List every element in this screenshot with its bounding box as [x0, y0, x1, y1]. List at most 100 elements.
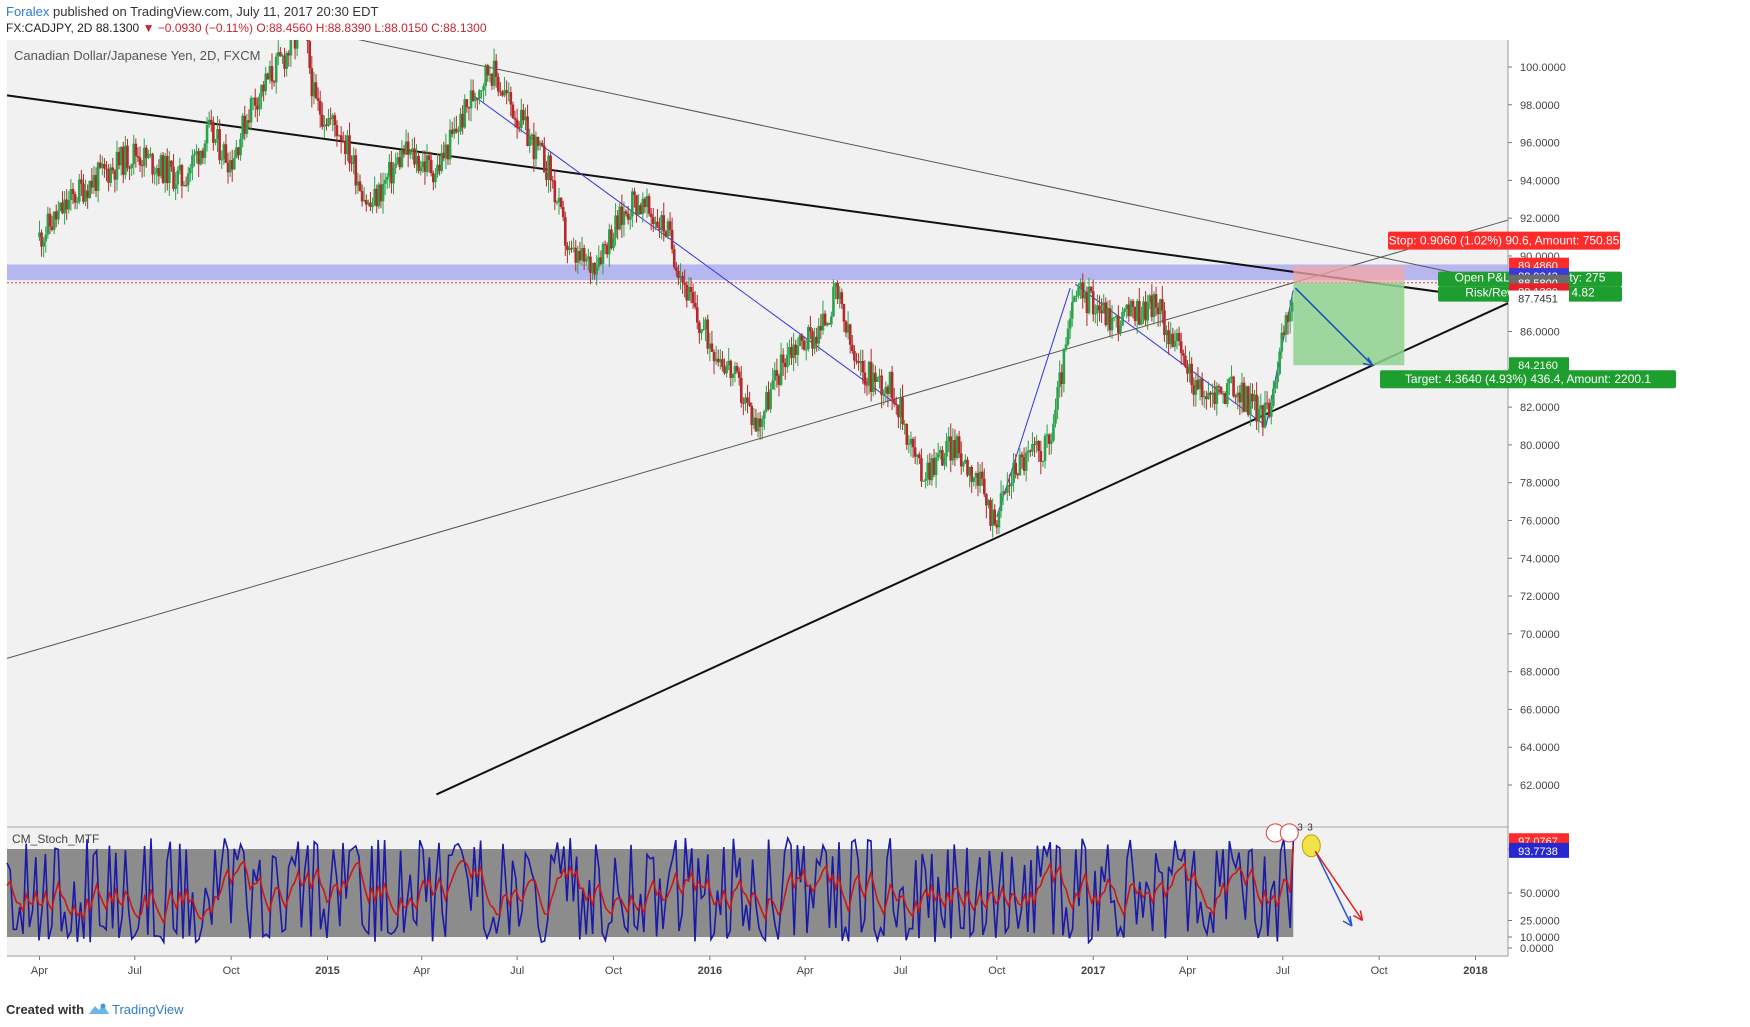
candle-body	[861, 361, 865, 373]
candle-body	[1175, 333, 1179, 341]
candle-body	[867, 361, 871, 386]
candle-body	[871, 372, 875, 392]
candle-body	[574, 247, 578, 263]
x-tick-label: Jul	[510, 965, 524, 977]
candle-body	[750, 405, 754, 426]
candle-body	[1200, 378, 1204, 398]
candle-body	[543, 145, 546, 173]
candle-body	[136, 155, 140, 158]
y-tick-label: 96.0000	[1520, 138, 1560, 150]
candle-body	[1255, 394, 1258, 422]
candle-body	[985, 494, 988, 506]
candle-body	[1261, 405, 1265, 428]
candle-body	[128, 167, 131, 169]
candle-body	[1209, 392, 1212, 395]
candle-body	[360, 190, 364, 202]
publish-info: published on TradingView.com, July 11, 2…	[52, 4, 379, 19]
candle-body	[84, 190, 87, 202]
candle-body	[308, 41, 312, 69]
y-tick-label: 74.0000	[1520, 553, 1560, 565]
candle-body	[844, 321, 848, 333]
candle-body	[786, 354, 789, 368]
candle-body	[218, 129, 221, 161]
candle-body	[894, 403, 898, 405]
x-tick-label: Apr	[31, 965, 48, 977]
candle-body	[147, 154, 150, 159]
candle-body	[1041, 460, 1045, 462]
candle-body	[1079, 282, 1082, 288]
candle-body	[354, 155, 358, 186]
candle-body	[126, 145, 129, 168]
candle-body	[670, 229, 674, 250]
candle-body	[599, 257, 603, 265]
y-tick-label: 94.0000	[1520, 175, 1560, 187]
candle-body	[788, 347, 791, 355]
candle-body	[189, 167, 192, 174]
candle-body	[853, 350, 856, 361]
candle-body	[1230, 376, 1233, 379]
candle-body	[651, 217, 655, 224]
candle-body	[668, 221, 672, 230]
candle-body	[1096, 305, 1099, 314]
candle-body	[1249, 393, 1252, 415]
candle-body	[675, 267, 678, 271]
candle-body	[742, 402, 745, 404]
candle-body	[1006, 485, 1009, 493]
candle-body	[685, 284, 689, 301]
stoch-arrow-blue-head	[1342, 915, 1353, 927]
candle-body	[92, 174, 96, 188]
candle-body	[840, 292, 844, 304]
candle-body	[993, 509, 997, 525]
candle-body	[396, 157, 399, 164]
candle-body	[260, 84, 263, 97]
candle-body	[1192, 385, 1196, 395]
author-link[interactable]: Foralex	[6, 4, 50, 19]
candle-body	[614, 215, 617, 238]
candle-body	[777, 375, 781, 385]
tradingview-brand[interactable]: TradingView	[112, 1002, 184, 1017]
candle-body	[1265, 402, 1269, 404]
candle-body	[691, 292, 695, 303]
candle-body	[566, 245, 569, 251]
candle-body	[530, 134, 534, 137]
candle-body	[40, 232, 43, 247]
candle-body	[723, 366, 726, 374]
candle-body	[373, 188, 376, 205]
candle-body	[593, 262, 596, 275]
candle-body	[276, 52, 280, 57]
candle-body	[1246, 386, 1250, 415]
candle-body	[193, 154, 196, 156]
candle-body	[915, 454, 919, 457]
candle-body	[744, 397, 747, 404]
candle-body	[1290, 302, 1294, 312]
candle-body	[807, 327, 810, 350]
candle-body	[1123, 309, 1126, 312]
candle-body	[698, 322, 701, 334]
candle-body	[178, 165, 182, 171]
candle-body	[463, 99, 467, 128]
candle-body	[1077, 287, 1080, 296]
candle-body	[968, 466, 971, 476]
candle-body	[228, 160, 232, 173]
candle-body	[947, 436, 950, 442]
candle-body	[1083, 292, 1087, 299]
candle-body	[48, 213, 52, 227]
candle-body	[658, 227, 661, 230]
candle-body	[153, 173, 156, 175]
candle-body	[197, 151, 200, 165]
candle-body	[714, 358, 718, 362]
candle-body	[413, 148, 416, 165]
candle-body	[1288, 311, 1292, 322]
chart-canvas[interactable]: 62.0000 64.0000 66.0000 68.0000 70.0000 72.00…	[0, 40, 1750, 992]
candle-body	[1236, 392, 1240, 397]
candle-body	[591, 262, 594, 273]
candle-body	[962, 462, 965, 467]
candle-body	[1202, 396, 1206, 398]
candle-body	[842, 303, 846, 322]
candle-body	[1276, 373, 1279, 382]
candle-body	[863, 372, 867, 385]
candle-body	[96, 162, 100, 192]
y-tick-label: 62.0000	[1520, 780, 1560, 792]
candle-body	[869, 361, 873, 392]
candle-body	[356, 181, 360, 186]
